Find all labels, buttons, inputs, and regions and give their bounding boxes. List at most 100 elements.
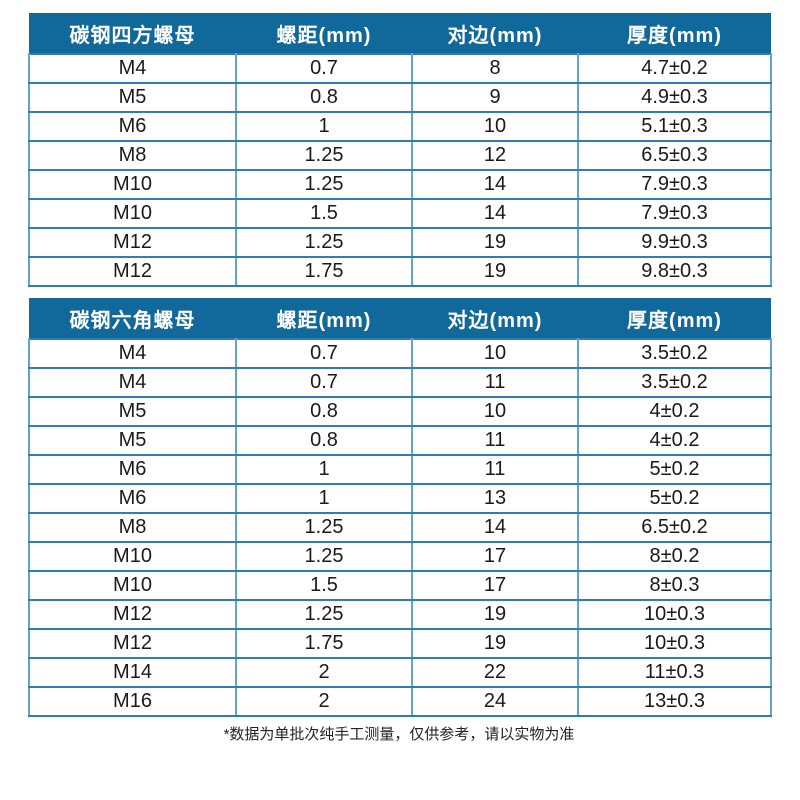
pitch-cell: 1.25 — [235, 169, 413, 200]
across-flats-cell: 13 — [411, 483, 579, 514]
across-flats-cell: 19 — [411, 599, 579, 630]
pitch-cell: 1.25 — [235, 140, 413, 171]
size-cell: M4 — [28, 53, 237, 84]
pitch-cell: 1.75 — [235, 628, 413, 659]
thickness-cell: 4±0.2 — [577, 396, 772, 427]
across-flats-cell: 19 — [411, 256, 579, 287]
size-cell: M12 — [28, 256, 237, 287]
across-flats-cell: 12 — [411, 140, 579, 171]
thickness-cell: 7.9±0.3 — [577, 169, 772, 200]
pitch-cell: 0.8 — [235, 396, 413, 427]
table-row: M6 1 13 5±0.2 — [28, 483, 772, 514]
thickness-cell: 7.9±0.3 — [577, 198, 772, 229]
across-flats-cell: 19 — [411, 227, 579, 258]
thickness-cell: 4.7±0.2 — [577, 53, 772, 84]
across-flats-cell: 17 — [411, 570, 579, 601]
table-row: M10 1.25 17 8±0.2 — [28, 541, 772, 572]
thickness-cell: 3.5±0.2 — [577, 367, 772, 398]
table-row: M4 0.7 10 3.5±0.2 — [28, 338, 772, 369]
table-row: M12 1.25 19 10±0.3 — [28, 599, 772, 630]
pitch-cell: 1.25 — [235, 227, 413, 258]
across-flats-cell: 11 — [411, 367, 579, 398]
size-cell: M5 — [28, 396, 237, 427]
column-header-0: 碳钢四方螺母 — [29, 13, 236, 54]
thickness-cell: 5±0.2 — [577, 483, 772, 514]
thickness-cell: 9.9±0.3 — [577, 227, 772, 258]
square-nut-table-header: 碳钢四方螺母 螺距(mm) 对边(mm) 厚度(mm) — [29, 13, 771, 54]
across-flats-cell: 17 — [411, 541, 579, 572]
thickness-cell: 11±0.3 — [577, 657, 772, 688]
thickness-cell: 9.8±0.3 — [577, 256, 772, 287]
size-cell: M10 — [28, 198, 237, 229]
size-cell: M6 — [28, 483, 237, 514]
pitch-cell: 2 — [235, 686, 413, 717]
pitch-cell: 0.7 — [235, 53, 413, 84]
table-row: M6 1 11 5±0.2 — [28, 454, 772, 485]
across-flats-cell: 14 — [411, 512, 579, 543]
table-row: M10 1.25 14 7.9±0.3 — [28, 169, 772, 200]
across-flats-cell: 10 — [411, 396, 579, 427]
pitch-cell: 0.7 — [235, 338, 413, 369]
thickness-cell: 3.5±0.2 — [577, 338, 772, 369]
column-header-0: 碳钢六角螺母 — [29, 298, 236, 339]
thickness-cell: 4.9±0.3 — [577, 82, 772, 113]
column-header-2: 对边(mm) — [412, 13, 578, 54]
size-cell: M10 — [28, 570, 237, 601]
table-row: M12 1.25 19 9.9±0.3 — [28, 227, 772, 258]
across-flats-cell: 14 — [411, 198, 579, 229]
thickness-cell: 10±0.3 — [577, 599, 772, 630]
size-cell: M5 — [28, 425, 237, 456]
pitch-cell: 0.7 — [235, 367, 413, 398]
thickness-cell: 8±0.3 — [577, 570, 772, 601]
table-row: M5 0.8 11 4±0.2 — [28, 425, 772, 456]
size-cell: M12 — [28, 628, 237, 659]
size-cell: M16 — [28, 686, 237, 717]
thickness-cell: 13±0.3 — [577, 686, 772, 717]
size-cell: M10 — [28, 169, 237, 200]
header-row: 碳钢四方螺母 螺距(mm) 对边(mm) 厚度(mm) — [29, 13, 771, 54]
thickness-cell: 5±0.2 — [577, 454, 772, 485]
across-flats-cell: 10 — [411, 111, 579, 142]
across-flats-cell: 10 — [411, 338, 579, 369]
across-flats-cell: 24 — [411, 686, 579, 717]
thickness-cell: 4±0.2 — [577, 425, 772, 456]
column-header-3: 厚度(mm) — [578, 298, 771, 339]
pitch-cell: 0.8 — [235, 82, 413, 113]
thickness-cell: 5.1±0.3 — [577, 111, 772, 142]
table-row: M8 1.25 14 6.5±0.2 — [28, 512, 772, 543]
hex-nut-spec-table: 碳钢六角螺母 螺距(mm) 对边(mm) 厚度(mm) M4 0.7 10 3.5±0.2 M… — [28, 298, 772, 717]
table-row: M10 1.5 17 8±0.3 — [28, 570, 772, 601]
across-flats-cell: 19 — [411, 628, 579, 659]
pitch-cell: 0.8 — [235, 425, 413, 456]
table-row: M4 0.7 11 3.5±0.2 — [28, 367, 772, 398]
size-cell: M4 — [28, 367, 237, 398]
table-row: M4 0.7 8 4.7±0.2 — [28, 53, 772, 84]
thickness-cell: 10±0.3 — [577, 628, 772, 659]
across-flats-cell: 11 — [411, 454, 579, 485]
column-header-1: 螺距(mm) — [236, 13, 412, 54]
table-row: M12 1.75 19 9.8±0.3 — [28, 256, 772, 287]
size-cell: M8 — [28, 512, 237, 543]
table-row: M6 1 10 5.1±0.3 — [28, 111, 772, 142]
pitch-cell: 1.25 — [235, 541, 413, 572]
table-row: M10 1.5 14 7.9±0.3 — [28, 198, 772, 229]
size-cell: M5 — [28, 82, 237, 113]
pitch-cell: 2 — [235, 657, 413, 688]
size-cell: M8 — [28, 140, 237, 171]
header-row: 碳钢六角螺母 螺距(mm) 对边(mm) 厚度(mm) — [29, 298, 771, 339]
pitch-cell: 1.25 — [235, 599, 413, 630]
thickness-cell: 6.5±0.2 — [577, 512, 772, 543]
pitch-cell: 1 — [235, 483, 413, 514]
pitch-cell: 1.5 — [235, 570, 413, 601]
size-cell: M12 — [28, 599, 237, 630]
pitch-cell: 1 — [235, 454, 413, 485]
across-flats-cell: 9 — [411, 82, 579, 113]
size-cell: M6 — [28, 454, 237, 485]
column-header-3: 厚度(mm) — [578, 13, 771, 54]
pitch-cell: 1.5 — [235, 198, 413, 229]
column-header-1: 螺距(mm) — [236, 298, 412, 339]
thickness-cell: 8±0.2 — [577, 541, 772, 572]
table-row: M8 1.25 12 6.5±0.3 — [28, 140, 772, 171]
pitch-cell: 1.25 — [235, 512, 413, 543]
